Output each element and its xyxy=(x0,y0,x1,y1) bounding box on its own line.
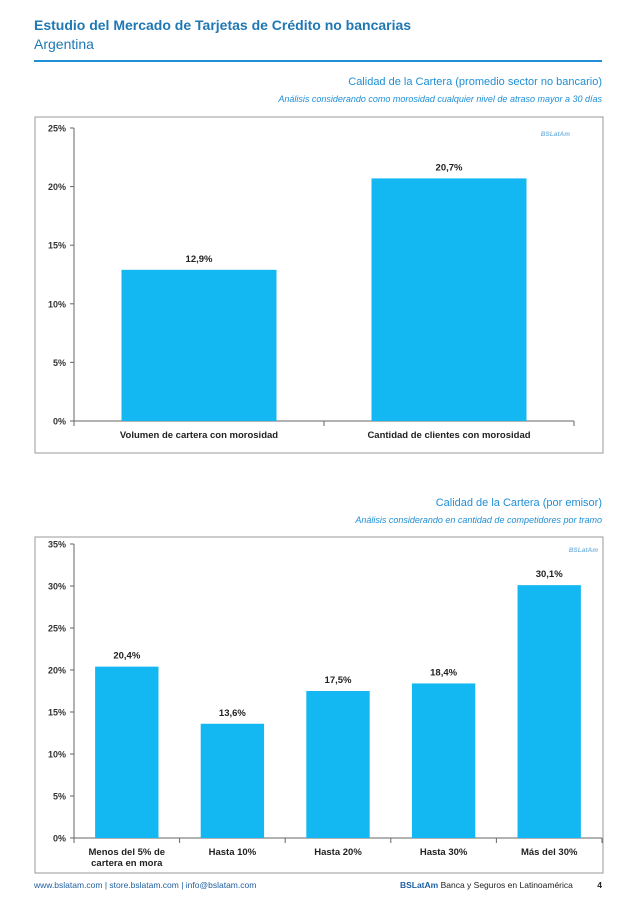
chart2-bar xyxy=(95,666,159,838)
chart2-ytick-label: 5% xyxy=(53,792,66,802)
chart1-subtitle: Análisis considerando como morosidad cua… xyxy=(278,94,602,104)
chart2-ytick-label: 20% xyxy=(48,666,66,676)
chart2-category-label: Más del 30% xyxy=(521,847,578,858)
chart1-ytick-label: 25% xyxy=(48,124,66,134)
chart2-title: Calidad de la Cartera (por emisor) xyxy=(435,497,602,509)
chart1-watermark: BSLatAm xyxy=(541,131,570,138)
chart2-ytick-label: 35% xyxy=(48,540,66,550)
chart2-subtitle: Análisis considerando en cantidad de com… xyxy=(355,515,602,525)
chart2: 0% 5% 10% 15% 20% 25% 30% 35% 20,4% Menos del 5% … xyxy=(34,536,604,874)
chart2-bar xyxy=(411,683,476,838)
chart2-ytick-label: 0% xyxy=(53,834,66,844)
chart2-ytick-label: 25% xyxy=(48,624,66,634)
chart1-bar xyxy=(121,269,277,421)
chart2-value-label: 13,6% xyxy=(219,708,246,719)
chart2-value-label: 17,5% xyxy=(325,675,352,686)
chart1-value-label: 20,7% xyxy=(436,162,463,173)
header-divider xyxy=(34,60,602,62)
chart2-value-label: 30,1% xyxy=(536,569,563,580)
footer-brand-desc: Banca y Seguros en Latinoamérica xyxy=(440,880,573,890)
chart1-ytick-label: 15% xyxy=(48,241,66,251)
chart1-category-label: Cantidad de clientes con morosidad xyxy=(367,430,530,441)
chart1-bar xyxy=(371,178,527,421)
chart2-category-label: Hasta 30% xyxy=(420,847,468,858)
chart2-value-label: 18,4% xyxy=(430,667,457,678)
chart2-ytick-label: 30% xyxy=(48,582,66,592)
chart2-svg: 0% 5% 10% 15% 20% 25% 30% 35% 20,4% Menos del 5% … xyxy=(34,536,604,874)
chart1-ytick-label: 20% xyxy=(48,182,66,192)
chart1-ytick-label: 10% xyxy=(48,299,66,309)
chart2-watermark: BSLatAm xyxy=(569,547,598,554)
footer-brand: BSLatAm Banca y Seguros en Latinoamérica… xyxy=(400,880,602,890)
chart2-bar xyxy=(200,723,265,838)
chart2-value-label: 20,4% xyxy=(113,651,140,662)
chart2-category-label: Hasta 10% xyxy=(209,847,257,858)
page-subtitle: Argentina xyxy=(34,36,94,52)
chart1-category-label: Volumen de cartera con morosidad xyxy=(120,430,278,441)
chart2-ytick-label: 15% xyxy=(48,708,66,718)
chart2-bar xyxy=(306,691,370,838)
chart1-value-label: 12,9% xyxy=(186,254,213,265)
footer-brand-name: BSLatAm xyxy=(399,880,439,890)
chart2-category-label: Menos del 5% de cartera en mora xyxy=(89,847,166,869)
chart1-title: Calidad de la Cartera (promedio sector n… xyxy=(348,76,602,88)
page-title: Estudio del Mercado de Tarjetas de Crédi… xyxy=(34,17,412,33)
page-number: 4 xyxy=(597,880,602,890)
chart2-ytick-label: 10% xyxy=(48,750,66,760)
chart1: 0% 5% 10% 15% 20% 25% 12,9% Volumen de cartera … xyxy=(34,116,604,454)
chart1-ytick-label: 5% xyxy=(53,358,66,368)
footer-links[interactable]: www.bslatam.com | store.bslatam.com | in… xyxy=(34,880,257,890)
chart2-bar xyxy=(517,585,581,838)
chart2-category-label: Hasta 20% xyxy=(314,847,362,858)
chart1-svg: 0% 5% 10% 15% 20% 25% 12,9% Volumen de cartera … xyxy=(34,116,604,454)
chart1-ytick-label: 0% xyxy=(53,417,66,427)
